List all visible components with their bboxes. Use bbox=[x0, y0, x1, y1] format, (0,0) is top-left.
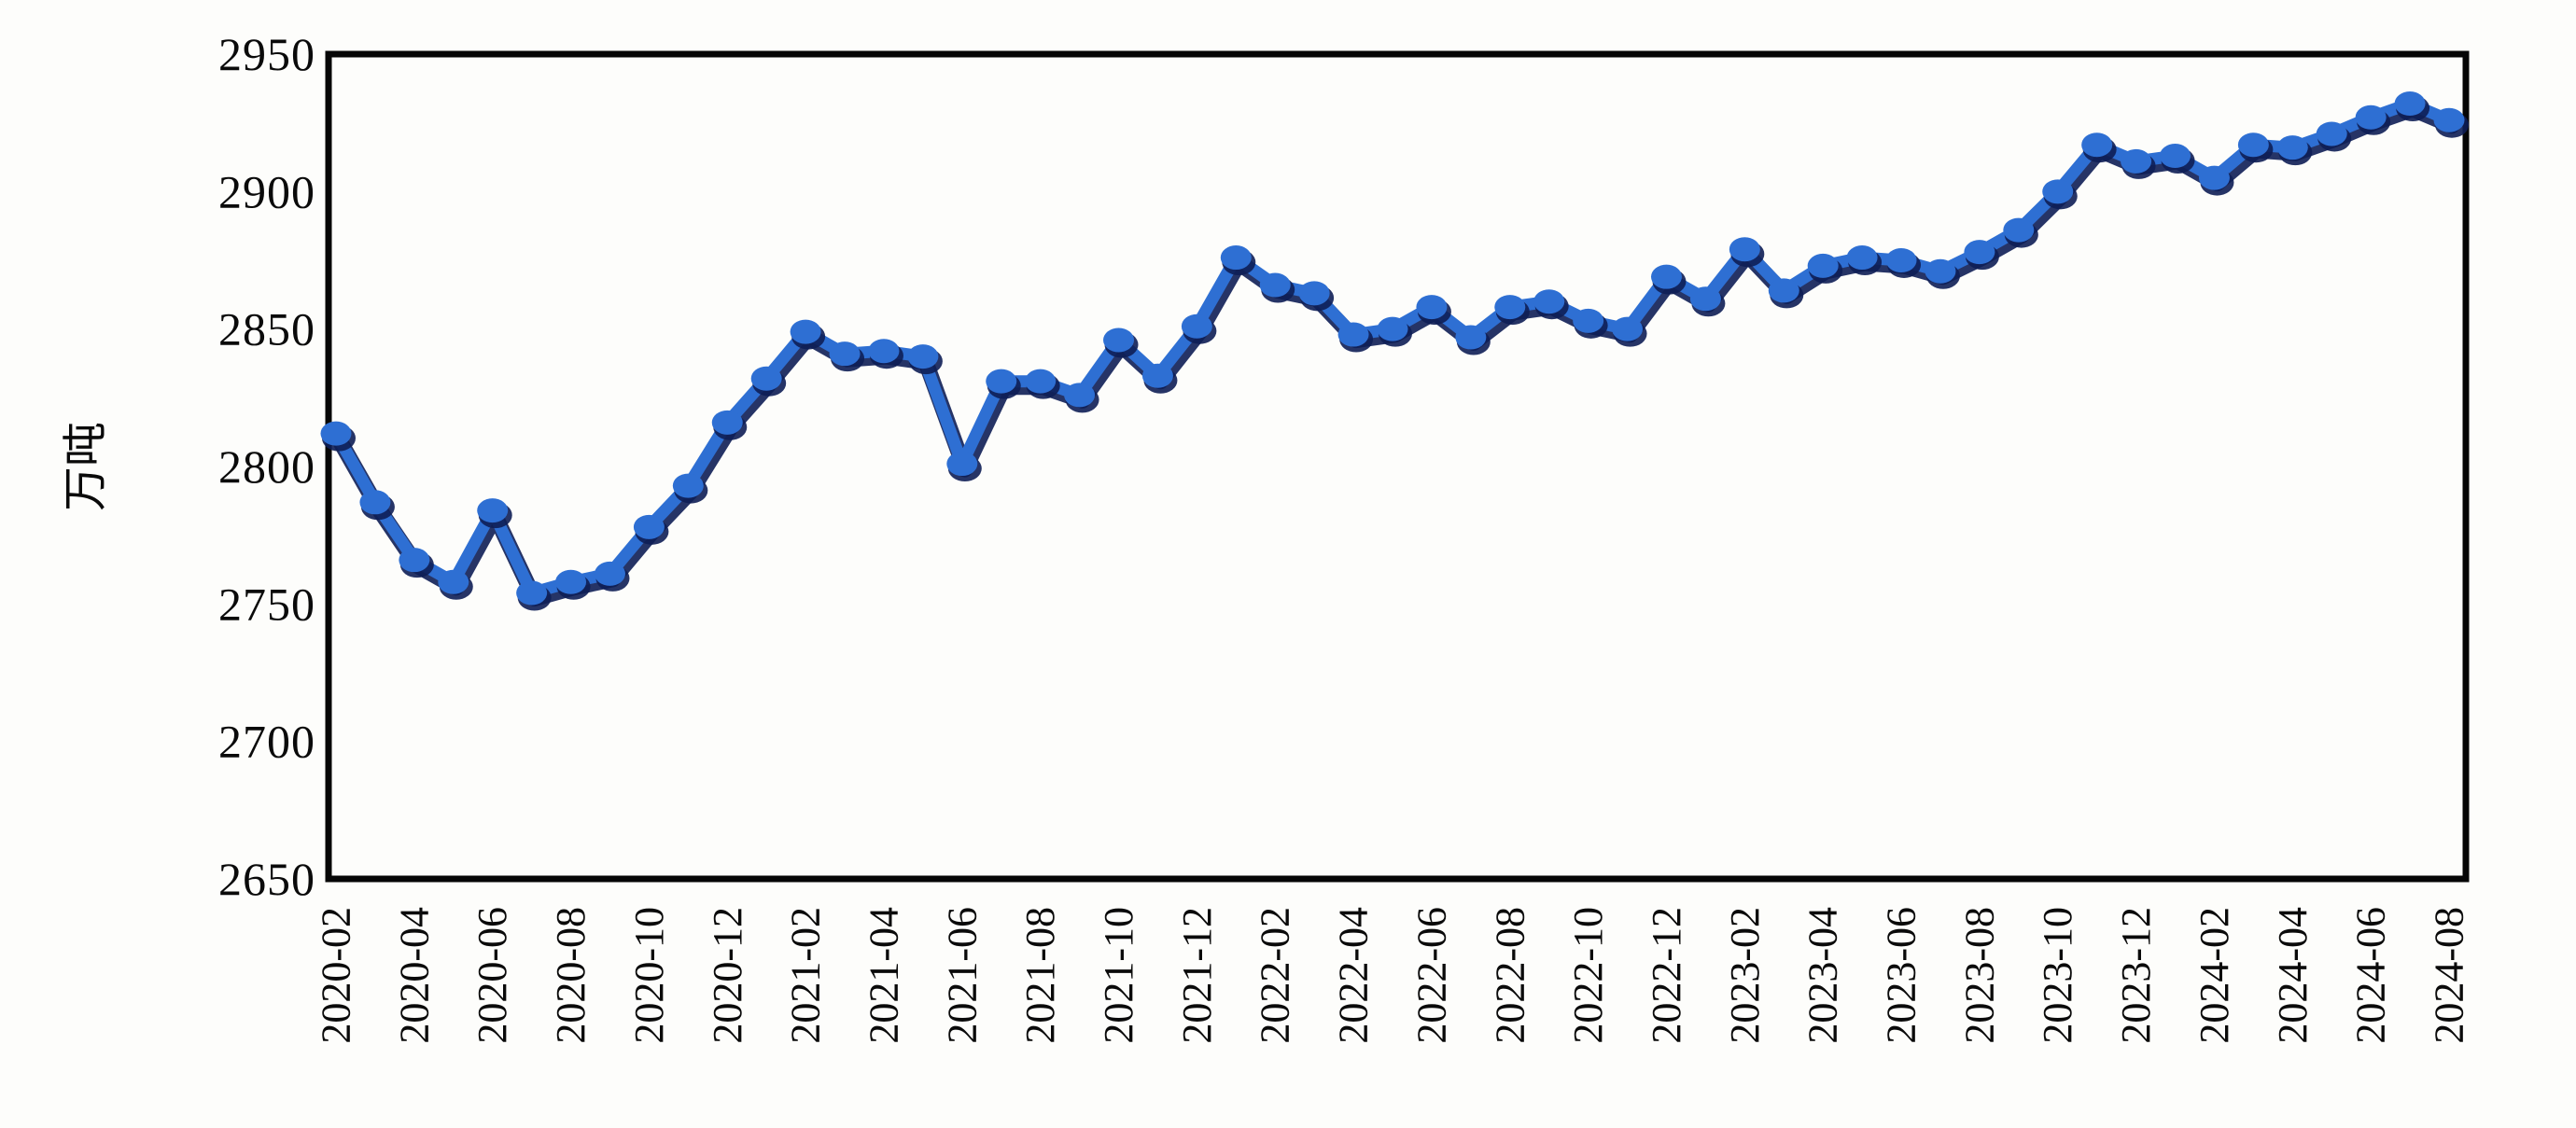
data-point bbox=[2198, 165, 2230, 190]
data-point bbox=[2042, 179, 2074, 204]
x-tick-label: 2020-10 bbox=[626, 907, 672, 1044]
x-tick-label: 2020-06 bbox=[469, 907, 515, 1044]
data-point bbox=[633, 514, 665, 539]
x-tick-label: 2023-06 bbox=[1879, 907, 1925, 1044]
x-tick-label: 2024-08 bbox=[2427, 907, 2472, 1044]
x-tick-label: 2024-02 bbox=[2191, 907, 2237, 1044]
data-point bbox=[711, 410, 743, 435]
x-tick-label: 2021-06 bbox=[939, 907, 985, 1044]
x-tick-label: 2022-06 bbox=[1408, 907, 1454, 1044]
x-tick-label: 2020-12 bbox=[705, 907, 750, 1044]
data-point bbox=[868, 339, 900, 364]
data-point bbox=[1025, 369, 1057, 394]
data-point bbox=[1612, 316, 1644, 341]
data-point bbox=[1377, 316, 1408, 341]
data-point bbox=[1103, 327, 1135, 353]
x-tick-label: 2022-04 bbox=[1331, 907, 1377, 1044]
data-point bbox=[1573, 308, 1604, 333]
data-point bbox=[946, 452, 978, 477]
data-point bbox=[2433, 107, 2465, 132]
x-tick-label: 2021-02 bbox=[783, 907, 829, 1044]
data-point bbox=[359, 490, 391, 515]
data-point bbox=[2121, 148, 2152, 174]
data-point bbox=[790, 319, 821, 344]
data-point bbox=[1885, 248, 1917, 272]
data-point bbox=[2160, 144, 2191, 169]
data-point bbox=[2003, 217, 2035, 243]
data-point bbox=[1689, 286, 1721, 312]
y-tick-label: 2950 bbox=[218, 28, 315, 80]
y-tick-label: 2750 bbox=[218, 578, 315, 630]
data-point bbox=[2394, 91, 2426, 117]
y-axis-title: 万吨 bbox=[62, 422, 111, 511]
x-tick-label: 2022-02 bbox=[1253, 907, 1298, 1044]
data-point bbox=[1729, 237, 1760, 262]
data-point bbox=[1925, 258, 1956, 284]
data-point bbox=[750, 366, 782, 391]
data-point bbox=[907, 344, 939, 369]
data-point bbox=[1259, 272, 1291, 298]
data-point bbox=[1181, 313, 1212, 339]
x-tick-label: 2024-04 bbox=[2270, 907, 2316, 1044]
data-point bbox=[2316, 121, 2347, 146]
data-point bbox=[1064, 383, 1096, 408]
y-tick-label: 2850 bbox=[218, 303, 315, 355]
x-tick-label: 2023-08 bbox=[1956, 907, 2002, 1044]
x-tick-label: 2023-04 bbox=[1800, 907, 1846, 1044]
x-tick-label: 2023-02 bbox=[1722, 907, 1768, 1044]
x-tick-label: 2020-08 bbox=[548, 907, 594, 1044]
data-point bbox=[399, 548, 430, 573]
data-point bbox=[1298, 281, 1330, 306]
data-point bbox=[1416, 295, 1448, 320]
x-tick-label: 2021-08 bbox=[1017, 907, 1063, 1044]
y-tick-label: 2900 bbox=[218, 165, 315, 217]
x-tick-label: 2022-10 bbox=[1565, 907, 1611, 1044]
x-tick-label: 2021-10 bbox=[1096, 907, 1141, 1044]
data-point bbox=[1846, 245, 1878, 271]
data-point bbox=[1141, 363, 1173, 388]
x-tick-label: 2022-12 bbox=[1644, 907, 1689, 1044]
data-point bbox=[1533, 289, 1565, 314]
data-point bbox=[829, 341, 861, 367]
y-tick-label: 2700 bbox=[218, 716, 315, 768]
x-tick-label: 2020-02 bbox=[314, 907, 359, 1044]
data-point bbox=[1650, 264, 1682, 289]
data-point bbox=[1807, 253, 1839, 278]
data-point bbox=[1455, 325, 1487, 350]
data-point bbox=[1220, 245, 1252, 271]
data-point bbox=[555, 569, 587, 594]
data-point bbox=[2355, 104, 2387, 130]
y-tick-label: 2800 bbox=[218, 440, 315, 493]
data-point bbox=[594, 561, 625, 586]
data-point bbox=[2081, 132, 2113, 158]
data-point bbox=[1768, 278, 1799, 303]
data-point bbox=[516, 580, 548, 606]
x-tick-label: 2020-04 bbox=[391, 907, 437, 1044]
data-point bbox=[438, 569, 469, 594]
x-tick-label: 2024-06 bbox=[2348, 907, 2394, 1044]
data-point bbox=[320, 421, 352, 446]
data-point bbox=[986, 369, 1017, 394]
x-tick-label: 2021-04 bbox=[861, 907, 906, 1044]
data-point bbox=[477, 498, 509, 523]
data-point bbox=[2276, 135, 2308, 160]
x-tick-label: 2023-10 bbox=[2035, 907, 2080, 1044]
plot-border bbox=[325, 50, 2470, 883]
data-point bbox=[1337, 322, 1369, 347]
data-point bbox=[1964, 240, 1995, 265]
x-tick-label: 2021-12 bbox=[1174, 907, 1220, 1044]
y-tick-label: 2650 bbox=[218, 853, 315, 905]
data-point bbox=[1494, 295, 1526, 320]
data-point bbox=[2237, 132, 2269, 158]
x-tick-label: 2022-08 bbox=[1487, 907, 1533, 1044]
data-point bbox=[672, 473, 704, 498]
x-tick-label: 2023-12 bbox=[2113, 907, 2159, 1044]
